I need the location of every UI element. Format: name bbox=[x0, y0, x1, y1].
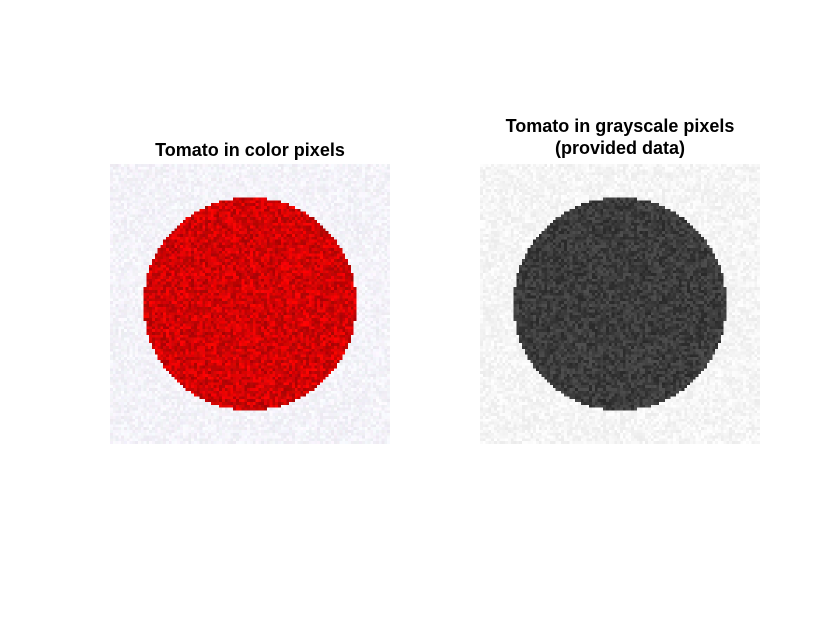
left-panel-title: Tomato in color pixels bbox=[110, 139, 390, 161]
right-panel-title-line2: (provided data) bbox=[554, 138, 685, 158]
grayscale-tomato-image bbox=[480, 164, 760, 444]
color-tomato-image bbox=[110, 164, 390, 444]
right-panel-title: Tomato in grayscale pixels (provided dat… bbox=[480, 115, 760, 159]
left-panel-title-text: Tomato in color pixels bbox=[155, 140, 345, 160]
right-panel-title-line1: Tomato in grayscale pixels bbox=[505, 116, 735, 136]
